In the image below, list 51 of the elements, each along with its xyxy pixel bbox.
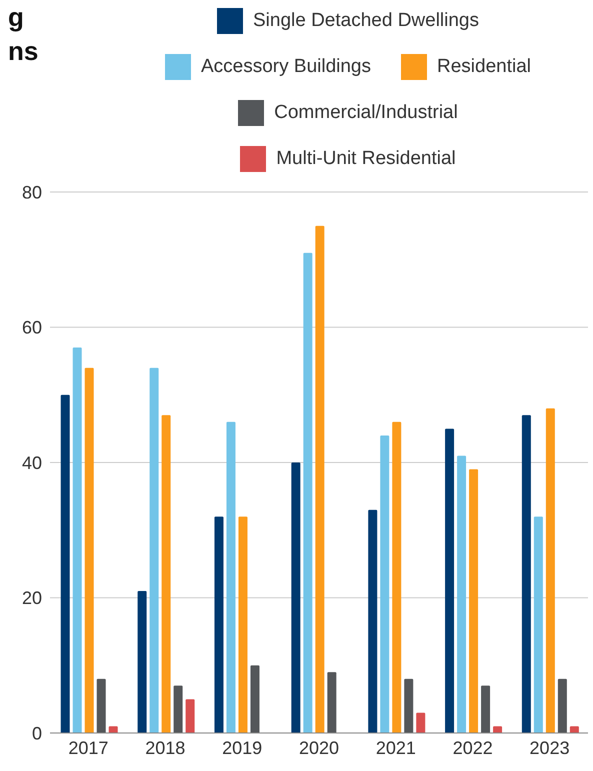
bar bbox=[445, 428, 454, 733]
bar bbox=[534, 516, 543, 733]
bar bbox=[214, 516, 224, 733]
legend-label: Commercial/Industrial bbox=[274, 102, 458, 124]
bar bbox=[186, 699, 195, 733]
x-tick-label: 2018 bbox=[145, 738, 186, 758]
bar bbox=[493, 726, 502, 733]
bar bbox=[570, 726, 579, 733]
bar bbox=[469, 469, 478, 733]
bar bbox=[174, 686, 183, 733]
bar bbox=[250, 665, 260, 733]
bar bbox=[457, 456, 466, 733]
x-tick-label: 2019 bbox=[222, 738, 262, 758]
bar bbox=[84, 368, 94, 733]
y-tick-label: 80 bbox=[22, 182, 42, 202]
bar bbox=[522, 415, 531, 733]
bar bbox=[226, 422, 236, 733]
legend-label: Accessory Buildings bbox=[200, 56, 372, 78]
legend-label: Residential bbox=[437, 56, 532, 78]
y-tick-label: 40 bbox=[22, 452, 42, 473]
bar bbox=[60, 394, 70, 733]
x-tick-label: 2020 bbox=[298, 738, 340, 758]
y-tick-label: 20 bbox=[22, 588, 42, 608]
bar bbox=[416, 712, 426, 733]
chart-title: g ns bbox=[8, 1, 38, 68]
bar bbox=[303, 252, 312, 733]
bar bbox=[380, 435, 390, 733]
bar bbox=[72, 348, 82, 733]
x-tick-label: 2021 bbox=[376, 738, 416, 758]
bar bbox=[162, 415, 171, 733]
x-tick-label: 2017 bbox=[68, 738, 108, 758]
legend-label: Single Detached Dwellings bbox=[252, 10, 479, 32]
bar bbox=[315, 226, 324, 733]
y-tick-label: 0 bbox=[32, 723, 42, 744]
bar bbox=[546, 408, 555, 733]
bar bbox=[291, 462, 300, 733]
bar bbox=[138, 590, 147, 733]
bar bbox=[481, 686, 490, 733]
x-tick-label: 2022 bbox=[452, 738, 493, 758]
legend-label: Multi-Unit Residential bbox=[276, 148, 456, 170]
bar bbox=[108, 726, 118, 733]
bar bbox=[392, 422, 402, 733]
bar bbox=[558, 678, 567, 733]
x-tick-label: 2023 bbox=[530, 738, 570, 758]
bar bbox=[238, 516, 248, 733]
bar bbox=[327, 672, 336, 733]
bar bbox=[96, 678, 106, 733]
bar bbox=[404, 678, 414, 733]
y-tick-label: 60 bbox=[22, 318, 42, 338]
bar bbox=[150, 368, 159, 733]
bar bbox=[368, 510, 378, 733]
